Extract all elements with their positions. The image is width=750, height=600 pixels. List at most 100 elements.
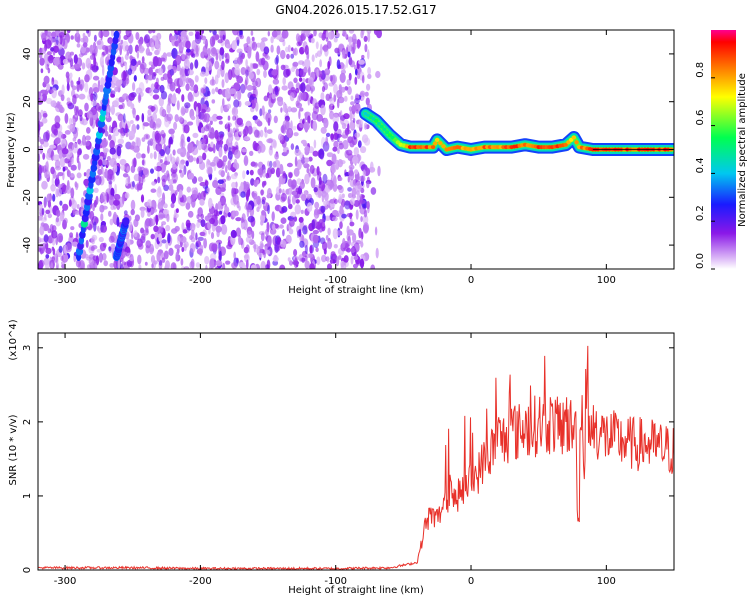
noise-speckle <box>144 34 150 44</box>
noise-speckle <box>231 181 237 189</box>
noise-speckle <box>333 37 338 43</box>
signal-track-sample <box>395 140 401 145</box>
noise-speckle <box>82 42 88 48</box>
noise-speckle <box>93 187 99 193</box>
noise-speckle <box>302 61 305 67</box>
noise-speckle <box>239 130 244 136</box>
noise-speckle <box>158 197 165 206</box>
noise-speckle <box>215 260 222 267</box>
noise-speckle <box>255 51 260 62</box>
noise-speckle <box>280 192 287 202</box>
noise-speckle <box>358 175 366 182</box>
noise-speckle <box>126 166 130 173</box>
noise-speckle <box>108 134 112 141</box>
noise-speckle <box>261 37 268 42</box>
noise-speckle <box>149 152 153 159</box>
noise-speckle <box>175 54 182 65</box>
noise-speckle <box>47 89 54 94</box>
noise-speckle <box>77 161 81 171</box>
noise-speckle <box>119 158 127 166</box>
noise-speckle <box>240 83 246 94</box>
noise-speckle <box>38 164 43 176</box>
noise-speckle <box>72 94 77 105</box>
noise-speckle <box>110 105 115 115</box>
signal-track-sample <box>384 130 390 135</box>
noise-speckle <box>278 133 283 141</box>
noise-speckle <box>352 33 357 45</box>
noise-speckle <box>270 44 274 53</box>
noise-speckle <box>224 53 228 58</box>
noise-speckle <box>51 237 56 246</box>
noise-speckle <box>38 153 41 162</box>
noise-speckle <box>38 111 42 121</box>
noise-speckle <box>84 74 90 83</box>
chart-title: GN04.2026.015.17.52.G17 <box>275 3 436 17</box>
noise-speckle <box>152 121 157 131</box>
noise-speckle <box>108 125 112 133</box>
noise-speckle <box>227 212 231 218</box>
noise-speckle <box>119 264 124 269</box>
noise-speckle <box>165 260 170 269</box>
noise-speckle <box>55 235 58 246</box>
noise-speckle <box>304 30 311 34</box>
noise-speckle <box>142 168 149 175</box>
noise-speckle <box>361 30 365 36</box>
noise-speckle <box>133 230 138 238</box>
noise-speckle <box>92 87 100 93</box>
noise-speckle <box>157 176 161 184</box>
noise-speckle <box>323 117 329 129</box>
noise-speckle <box>286 162 293 168</box>
noise-speckle <box>49 224 54 233</box>
noise-speckle <box>84 102 89 112</box>
noise-speckle <box>265 228 269 236</box>
noise-speckle <box>199 231 206 237</box>
noise-speckle <box>325 30 329 40</box>
noise-speckle <box>261 210 266 216</box>
y-tick-label: 20 <box>22 95 33 108</box>
noise-speckle <box>165 145 171 155</box>
noise-speckle <box>152 112 157 122</box>
noise-speckle <box>301 257 306 263</box>
noise-speckle <box>101 205 108 210</box>
noise-speckle <box>98 236 104 243</box>
noise-speckle <box>180 258 184 266</box>
noise-speckle <box>59 200 63 206</box>
noise-speckle <box>117 138 125 145</box>
signal-track-sample <box>424 145 429 150</box>
noise-speckle <box>97 168 103 176</box>
noise-speckle <box>184 102 191 109</box>
noise-speckle <box>117 143 123 149</box>
noise-speckle <box>364 43 368 53</box>
noise-speckle <box>102 252 107 261</box>
noise-speckle <box>231 187 236 194</box>
noise-speckle <box>307 115 311 124</box>
noise-speckle <box>141 113 145 123</box>
noise-speckle <box>315 52 318 59</box>
noise-speckle <box>315 41 319 50</box>
noise-speckle <box>169 153 173 162</box>
noise-speckle <box>93 199 97 208</box>
noise-speckle <box>307 76 314 86</box>
noise-speckle <box>355 68 358 76</box>
noise-speckle <box>270 36 274 44</box>
noise-speckle <box>352 263 359 269</box>
noise-speckle <box>353 255 359 261</box>
noise-speckle <box>232 193 239 205</box>
snr-y-ticks: 0 1 2 3 <box>22 345 674 573</box>
noise-speckle <box>137 93 141 104</box>
noise-speckle <box>40 68 44 74</box>
noise-speckle <box>50 262 54 269</box>
noise-speckle <box>231 262 238 269</box>
noise-speckle <box>282 119 290 130</box>
noise-speckle <box>353 147 359 156</box>
noise-speckle <box>150 105 156 112</box>
noise-speckle <box>154 81 159 89</box>
noise-speckle <box>91 236 96 245</box>
noise-speckle <box>80 37 86 43</box>
noise-speckle <box>84 140 91 147</box>
noise-speckle <box>280 217 287 224</box>
noise-speckle <box>128 221 133 233</box>
x-tick-label: -200 <box>189 275 212 286</box>
noise-speckle <box>235 217 242 222</box>
noise-speckle <box>322 45 329 51</box>
